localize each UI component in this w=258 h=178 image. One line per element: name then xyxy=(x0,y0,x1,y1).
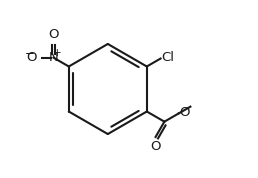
Text: −: − xyxy=(25,47,35,60)
Text: O: O xyxy=(48,28,59,41)
Text: O: O xyxy=(27,51,37,64)
Text: N: N xyxy=(49,51,58,64)
Text: Cl: Cl xyxy=(162,51,174,64)
Text: +: + xyxy=(53,48,61,58)
Text: O: O xyxy=(150,140,161,153)
Text: O: O xyxy=(180,106,190,119)
